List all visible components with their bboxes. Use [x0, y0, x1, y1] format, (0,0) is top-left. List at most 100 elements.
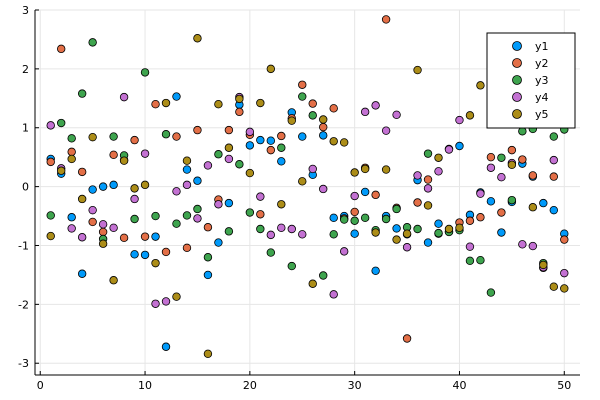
legend-marker-y3	[512, 75, 522, 85]
point-y2	[224, 125, 234, 135]
point-y3	[182, 211, 192, 220]
point-y3	[287, 261, 296, 271]
legend: y1 y2 y3 y4 y5	[486, 32, 576, 129]
point-y1	[151, 232, 160, 241]
point-y1	[539, 198, 548, 208]
point-y4	[549, 155, 558, 165]
point-y4	[497, 172, 506, 182]
point-y1	[130, 250, 139, 259]
point-y5	[88, 132, 97, 142]
point-y4	[434, 167, 443, 176]
point-y4	[214, 200, 223, 209]
point-y5	[172, 292, 181, 301]
point-y3	[172, 219, 181, 228]
point-y4	[476, 189, 485, 198]
point-y4	[98, 220, 108, 229]
point-y3	[319, 271, 328, 280]
point-y1	[319, 131, 328, 140]
point-y1	[224, 198, 234, 208]
point-y1	[549, 205, 558, 215]
x-tick-label: 10	[138, 379, 152, 392]
legend-label-y1: y1	[535, 40, 549, 53]
point-y2	[57, 44, 66, 54]
point-y4	[423, 184, 433, 193]
point-y4	[465, 242, 475, 251]
point-y2	[67, 147, 76, 157]
point-y3	[329, 230, 338, 239]
point-y3	[339, 215, 349, 224]
point-y4	[140, 149, 150, 158]
point-y1	[423, 238, 433, 247]
legend-marker-y1	[512, 41, 522, 51]
legend-box	[486, 32, 576, 129]
point-y2	[172, 132, 181, 141]
point-y4	[151, 299, 160, 308]
point-y5	[277, 200, 286, 209]
point-y4	[560, 268, 569, 278]
point-y2	[423, 175, 433, 184]
point-y5	[266, 64, 276, 74]
point-y1	[392, 224, 401, 233]
point-y3	[77, 89, 87, 98]
point-y1	[88, 185, 97, 194]
point-y4	[360, 107, 370, 117]
point-y3	[130, 214, 139, 224]
point-y4	[413, 171, 422, 180]
point-y1	[203, 270, 213, 280]
point-y2	[549, 172, 558, 181]
point-y4	[319, 184, 328, 194]
point-y5	[560, 284, 569, 293]
x-tick-label: 20	[243, 379, 257, 392]
point-y2	[77, 167, 87, 177]
point-y1	[277, 157, 286, 166]
point-y3	[518, 127, 527, 136]
legend-label-y2: y2	[535, 57, 549, 70]
point-y2	[88, 217, 97, 227]
point-y2	[371, 190, 380, 200]
point-y5	[455, 223, 464, 233]
point-y1	[245, 141, 255, 150]
point-y1	[214, 238, 223, 247]
point-y3	[46, 211, 55, 220]
point-y4	[119, 92, 129, 102]
point-y5	[339, 138, 349, 147]
point-y2	[140, 232, 150, 241]
point-y5	[549, 282, 558, 291]
point-y1	[350, 229, 359, 238]
point-y2	[528, 171, 538, 180]
point-y4	[266, 230, 276, 240]
point-y3	[486, 288, 496, 297]
point-y5	[109, 276, 118, 285]
point-y2	[298, 80, 307, 89]
point-y4	[245, 127, 255, 137]
point-y3	[235, 160, 244, 169]
point-y4	[486, 163, 496, 172]
point-y5	[465, 111, 475, 120]
point-y2	[518, 155, 527, 164]
point-y4	[77, 233, 87, 242]
point-y2	[130, 135, 139, 145]
point-y1	[360, 187, 370, 197]
point-y2	[560, 235, 569, 244]
point-y4	[455, 115, 464, 125]
x-tick-label: 30	[348, 379, 362, 392]
point-y5	[140, 180, 150, 190]
point-y2	[381, 15, 391, 24]
point-y1	[140, 250, 150, 260]
point-y5	[308, 279, 317, 288]
point-y4	[88, 205, 97, 215]
point-y2	[193, 125, 202, 135]
point-y5	[319, 115, 328, 124]
point-y2	[507, 145, 517, 155]
point-y1	[434, 219, 443, 228]
point-y1	[172, 92, 181, 101]
point-y3	[109, 132, 118, 141]
point-y3	[224, 227, 234, 236]
point-y3	[360, 213, 370, 223]
point-y3	[193, 204, 202, 214]
point-y2	[497, 208, 506, 217]
axes: 0 10 20 30 40 50 -3 -2 -1 0 1 2 3	[18, 4, 580, 392]
point-y3	[266, 248, 276, 257]
point-y4	[350, 191, 359, 201]
point-y3	[67, 134, 76, 143]
